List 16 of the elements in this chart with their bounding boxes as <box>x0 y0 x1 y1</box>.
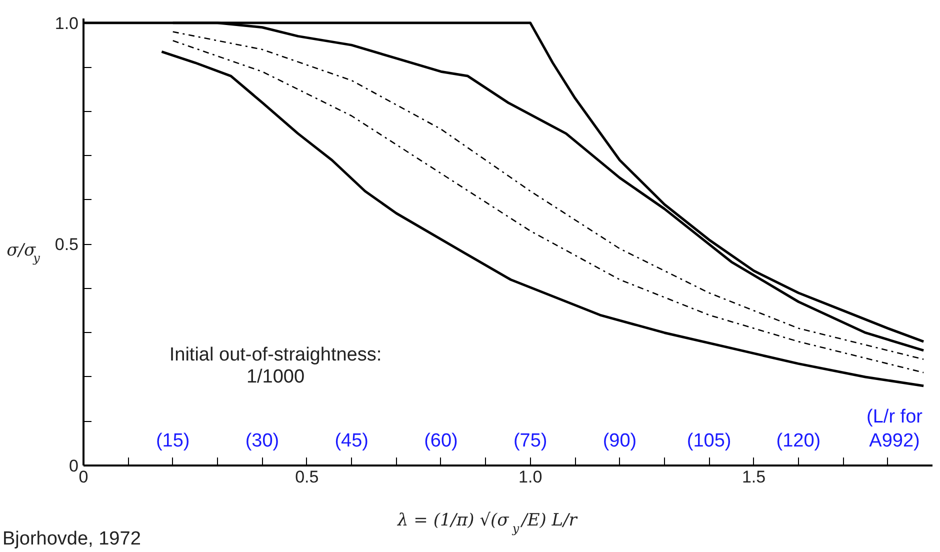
y-tick-label: 0.5 <box>54 235 79 254</box>
x2-tick-label: (30) <box>245 430 280 452</box>
x2-tick-label: (90) <box>602 430 637 452</box>
x2-tick-label: (105) <box>686 430 732 452</box>
x2-tick-label: (120) <box>776 430 821 452</box>
x-tick-label: 1.5 <box>742 468 766 486</box>
x2-tick-label: (45) <box>334 430 369 452</box>
x2-axis-title: (L/r for A992) <box>866 406 924 452</box>
text: Bjorhovde, 1972 <box>2 528 141 550</box>
y-tick-label: 1.0 <box>54 14 79 33</box>
x-tick-label: 0.5 <box>295 468 319 486</box>
x2-tick-label: (60) <box>424 430 458 452</box>
x2-tick-label: (15) <box>156 430 190 452</box>
annotation: Initial out-of-straightness: 1/1000 <box>169 344 382 388</box>
x2-tick-label: (75) <box>513 430 548 452</box>
x-tick-label: 1.0 <box>518 468 542 486</box>
